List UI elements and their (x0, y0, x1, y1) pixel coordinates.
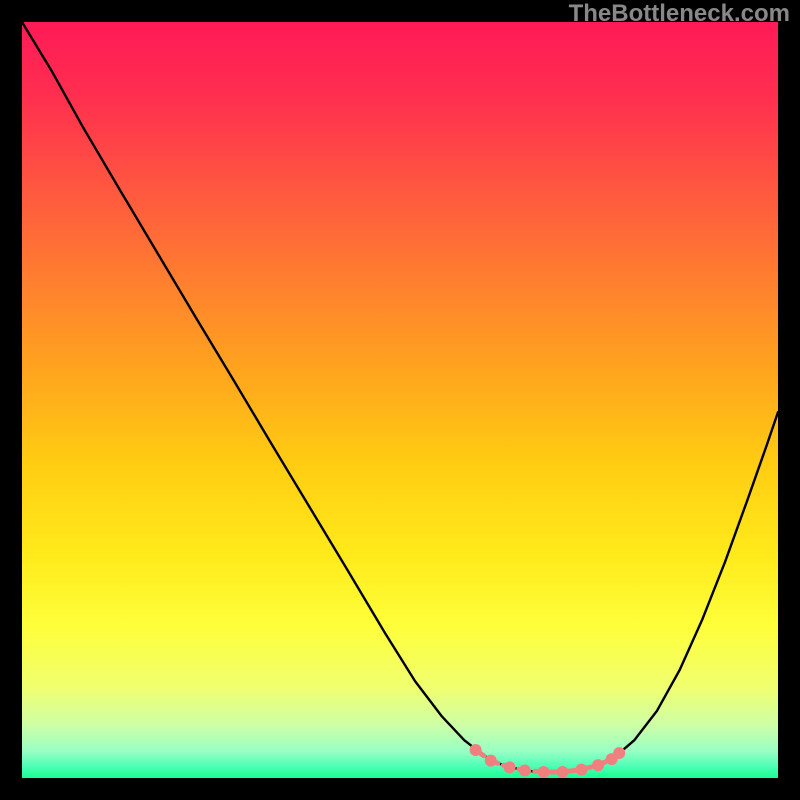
gradient-background (22, 22, 778, 778)
watermark-label: TheBottleneck.com (569, 0, 790, 28)
chart-svg (0, 0, 800, 800)
